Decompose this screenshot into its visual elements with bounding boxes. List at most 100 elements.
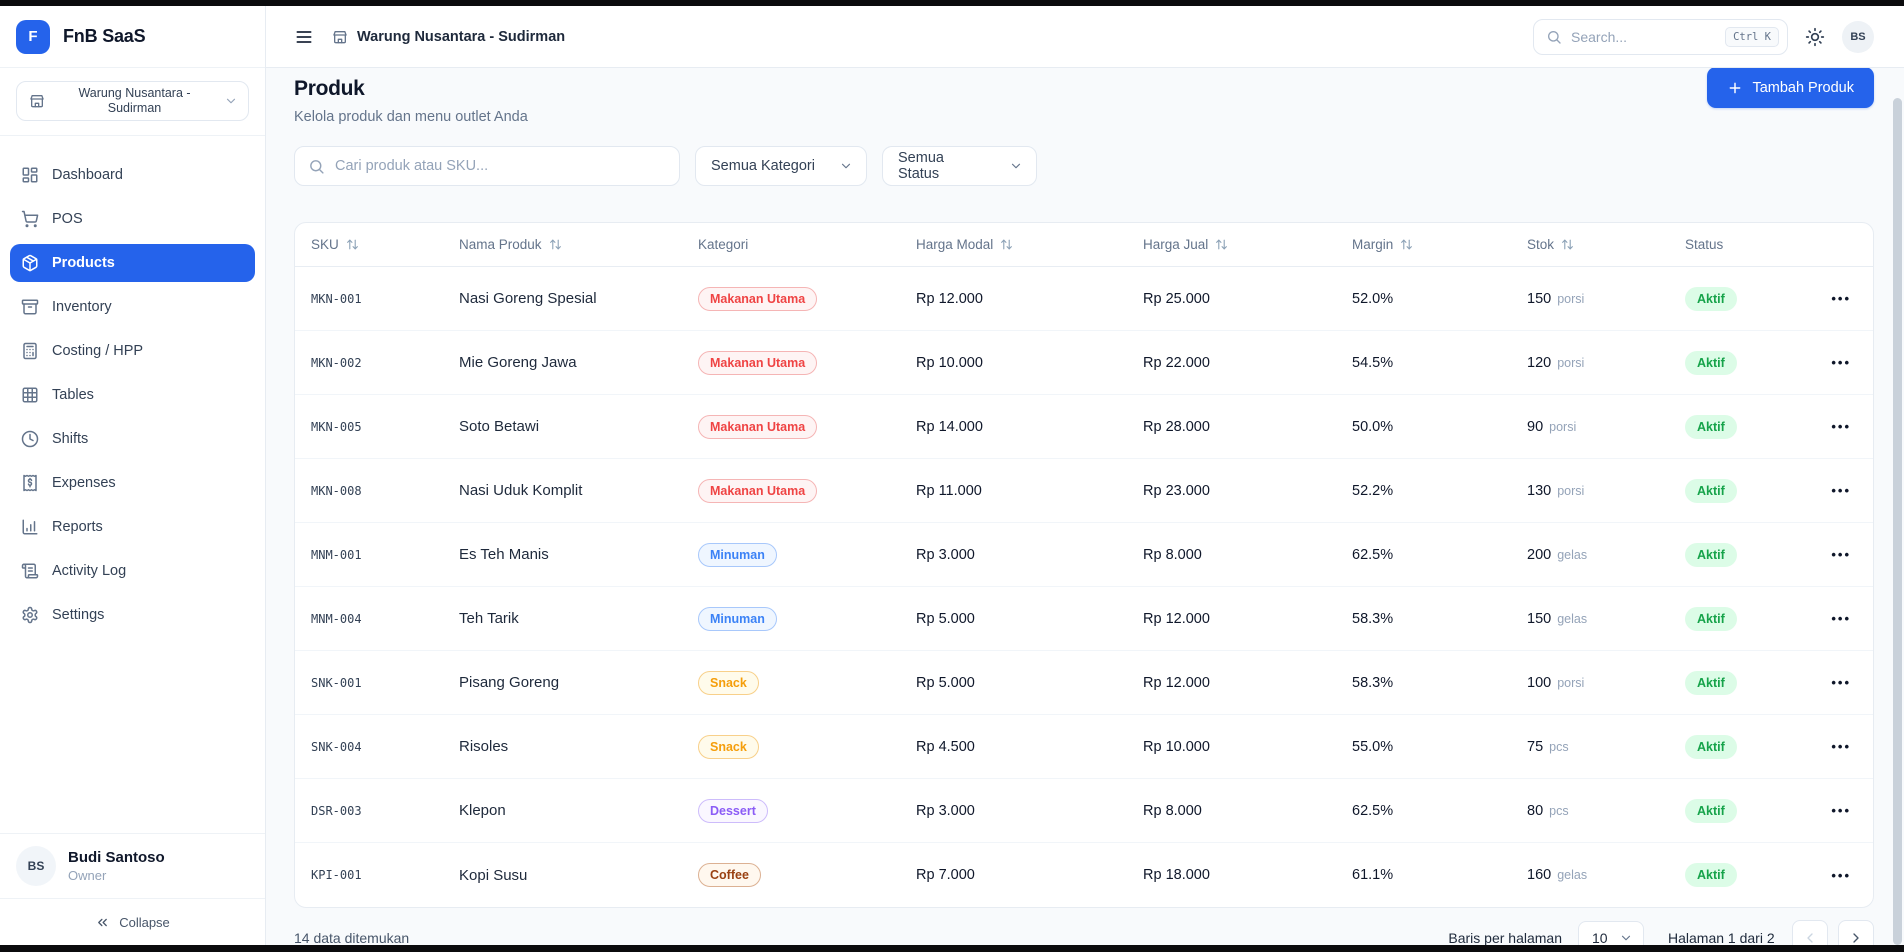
sidebar-item-products[interactable]: Products	[10, 244, 255, 282]
cell-margin: 62.5%	[1352, 802, 1394, 819]
stock-value: 150	[1527, 610, 1552, 627]
cell-sku: MKN-008	[311, 483, 362, 498]
cell-cost-price: Rp 5.000	[916, 610, 975, 627]
cell-product-name: Soto Betawi	[459, 418, 540, 435]
collapse-sidebar-button[interactable]: Collapse	[95, 915, 170, 930]
cell-status: Aktif	[1685, 798, 1799, 823]
outlet-selector[interactable]: Warung Nusantara - Sudirman	[16, 81, 249, 121]
sidebar-spacer	[0, 634, 265, 833]
row-actions-button[interactable]: •••	[1825, 607, 1857, 630]
sidebar-item-inventory[interactable]: Inventory	[10, 288, 255, 326]
cell-category: Minuman	[698, 606, 916, 631]
user-avatar-button[interactable]: BS	[1842, 20, 1874, 53]
cell-stock: 100 porsi	[1527, 674, 1685, 692]
stock-unit: porsi	[1549, 419, 1577, 434]
sort-icon[interactable]	[549, 238, 562, 251]
breadcrumb-outlet-name: Warung Nusantara - Sudirman	[357, 28, 566, 45]
sidebar-item-expenses[interactable]: Expenses	[10, 464, 255, 502]
sidebar-item-activity-log[interactable]: Activity Log	[10, 552, 255, 590]
row-actions-button[interactable]: •••	[1825, 415, 1857, 438]
theme-toggle-button[interactable]	[1805, 27, 1825, 47]
column-header-stok[interactable]: Stok	[1527, 237, 1685, 252]
rows-per-page-select[interactable]: 10	[1578, 921, 1644, 945]
cell-product-name: Risoles	[459, 738, 509, 755]
sidebar-item-tables[interactable]: Tables	[10, 376, 255, 414]
vertical-scrollbar[interactable]	[1893, 98, 1902, 945]
stock-unit: gelas	[1557, 547, 1588, 562]
sidebar-item-shifts[interactable]: Shifts	[10, 420, 255, 458]
add-product-label: Tambah Produk	[1752, 79, 1854, 96]
stock-unit: pcs	[1549, 739, 1569, 754]
cell-status: Aktif	[1685, 670, 1799, 695]
previous-page-button[interactable]	[1792, 920, 1828, 945]
table-row: SNK-001 Pisang Goreng Snack Rp 5.000 Rp 12.0…	[295, 651, 1873, 715]
user-profile[interactable]: BS Budi Santoso Owner	[0, 833, 265, 898]
plus-icon	[1727, 80, 1743, 96]
column-header-nama-produk[interactable]: Nama Produk	[459, 237, 698, 252]
add-product-button[interactable]: Tambah Produk	[1707, 68, 1874, 108]
cell-status: Aktif	[1685, 863, 1799, 887]
row-actions-button[interactable]: •••	[1825, 864, 1857, 887]
cell-category: Makanan Utama	[698, 414, 916, 439]
cell-cost-price: Rp 7.000	[916, 867, 975, 883]
sidebar-item-costing-hpp[interactable]: Costing / HPP	[10, 332, 255, 370]
avatar: BS	[16, 846, 56, 886]
cell-sell-price: Rp 8.000	[1143, 802, 1202, 819]
page-subtitle: Kelola produk dan menu outlet Anda	[294, 109, 528, 125]
column-header-harga-jual[interactable]: Harga Jual	[1143, 237, 1352, 252]
cell-margin: 58.3%	[1352, 674, 1394, 691]
menu-toggle-button[interactable]	[294, 27, 314, 47]
column-header-margin[interactable]: Margin	[1352, 237, 1527, 252]
search-icon	[1546, 29, 1562, 45]
table-row: MKN-005 Soto Betawi Makanan Utama Rp 14.000…	[295, 395, 1873, 459]
column-label: Harga Jual	[1143, 237, 1209, 252]
global-search-input[interactable]: Search... Ctrl K	[1533, 18, 1788, 55]
product-search-input[interactable]: Cari produk atau SKU...	[294, 146, 680, 186]
column-label: Stok	[1527, 237, 1555, 252]
cell-product-name: Kopi Susu	[459, 866, 528, 884]
cell-sell-price: Rp 23.000	[1143, 482, 1210, 499]
cell-sku: SNK-001	[311, 675, 362, 690]
table-footer: 14 data ditemukan Baris per halaman 10 H…	[294, 920, 1874, 945]
logo-icon: F	[16, 19, 50, 54]
chevrons-left-icon	[95, 915, 110, 930]
row-actions-button[interactable]: •••	[1825, 351, 1857, 374]
cell-status: Aktif	[1685, 542, 1799, 567]
sort-icon[interactable]	[1400, 238, 1413, 251]
row-actions-button[interactable]: •••	[1825, 287, 1857, 310]
clock-icon	[21, 430, 39, 448]
cell-actions: •••	[1799, 351, 1857, 374]
status-badge: Aktif	[1685, 798, 1737, 823]
row-actions-button[interactable]: •••	[1825, 735, 1857, 758]
cell-sell-price: Rp 8.000	[1143, 546, 1202, 563]
cell-category: Makanan Utama	[698, 350, 916, 375]
row-actions-button[interactable]: •••	[1825, 671, 1857, 694]
sidebar-item-dashboard[interactable]: Dashboard	[10, 156, 255, 194]
next-page-button[interactable]	[1838, 920, 1874, 945]
column-header-harga-modal[interactable]: Harga Modal	[916, 237, 1143, 252]
sidebar-item-settings[interactable]: Settings	[10, 596, 255, 634]
sidebar-item-reports[interactable]: Reports	[10, 508, 255, 546]
cell-sell-price: Rp 25.000	[1143, 290, 1210, 307]
cell-actions: •••	[1799, 607, 1857, 630]
sidebar: F FnB SaaS Warung Nusantara - Sudirman D…	[0, 6, 266, 945]
category-filter-select[interactable]: Semua Kategori	[695, 146, 867, 186]
cell-product-name: Klepon	[459, 802, 506, 819]
column-header-sku[interactable]: SKU	[311, 237, 459, 252]
sort-icon[interactable]	[346, 238, 359, 251]
sort-icon[interactable]	[1215, 238, 1228, 251]
sidebar-item-pos[interactable]: POS	[10, 200, 255, 238]
row-actions-button[interactable]: •••	[1825, 479, 1857, 502]
column-label: Harga Modal	[916, 237, 994, 252]
outlet-selector-section: Warung Nusantara - Sudirman	[0, 68, 265, 136]
category-badge: Snack	[698, 734, 759, 759]
sort-icon[interactable]	[1561, 238, 1574, 251]
sort-icon[interactable]	[1000, 238, 1013, 251]
table-row: DSR-003 Klepon Dessert Rp 3.000 Rp 8.000 62.5…	[295, 779, 1873, 843]
column-label: Nama Produk	[459, 237, 542, 252]
category-badge: Minuman	[698, 606, 777, 631]
table-row: MKN-008 Nasi Uduk Komplit Makanan Utama Rp …	[295, 459, 1873, 523]
row-actions-button[interactable]: •••	[1825, 543, 1857, 566]
status-filter-select[interactable]: Semua Status	[882, 146, 1037, 186]
row-actions-button[interactable]: •••	[1825, 799, 1857, 822]
